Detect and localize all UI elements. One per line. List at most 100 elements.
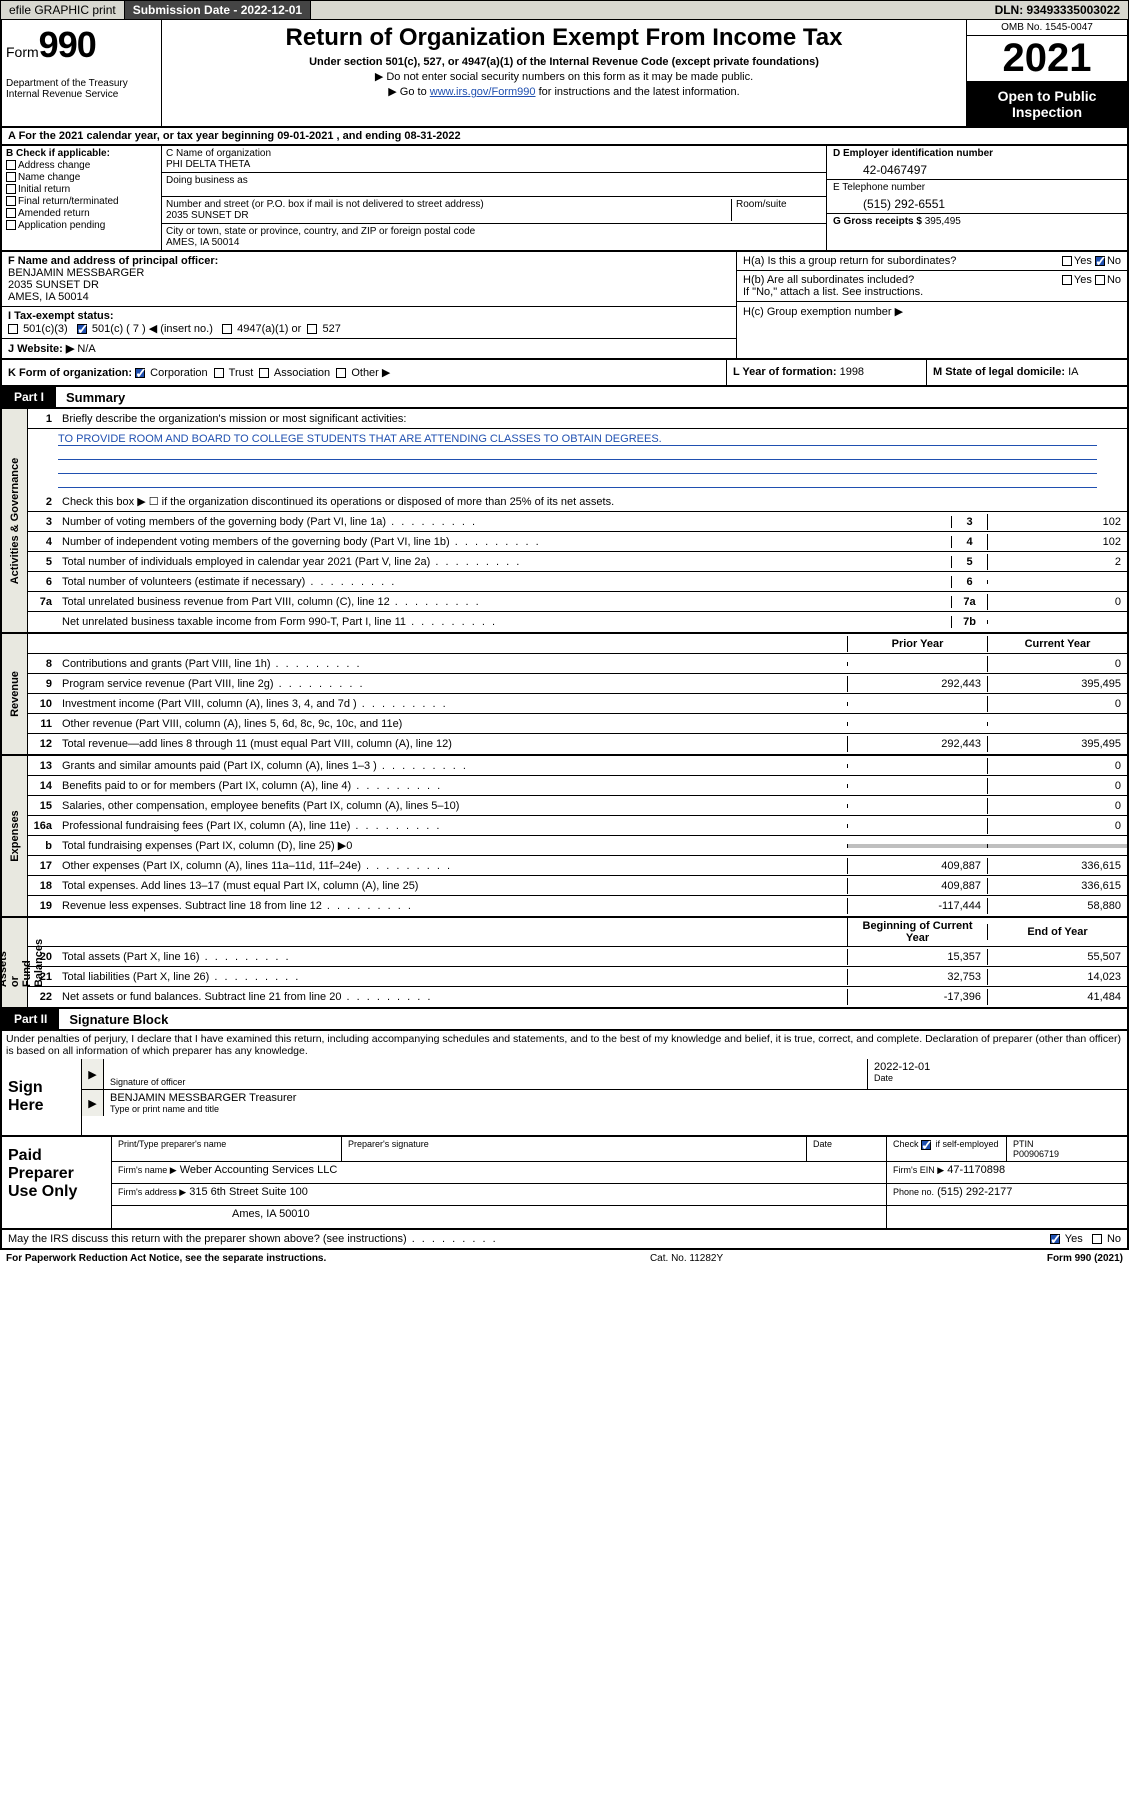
d-ein-label: D Employer identification number xyxy=(833,148,1121,159)
part1-title: Summary xyxy=(56,390,125,405)
form-ref: Form 990 (2021) xyxy=(1047,1253,1123,1264)
j-website-value: N/A xyxy=(77,343,95,355)
part1-tag: Part I xyxy=(2,387,56,407)
side-revenue: Revenue xyxy=(2,634,28,754)
line14: Benefits paid to or for members (Part IX… xyxy=(58,778,847,794)
val-6 xyxy=(987,580,1127,584)
line19: Revenue less expenses. Subtract line 18 … xyxy=(58,898,847,914)
side-expenses: Expenses xyxy=(2,756,28,916)
cb-name-change[interactable]: Name change xyxy=(6,172,157,183)
cb-address-change[interactable]: Address change xyxy=(6,160,157,171)
form-header: Form990 Department of the Treasury Inter… xyxy=(0,20,1129,128)
discuss-text: May the IRS discuss this return with the… xyxy=(8,1233,498,1245)
h-a: H(a) Is this a group return for subordin… xyxy=(737,252,1127,271)
cb-527[interactable] xyxy=(307,324,317,334)
curr-year-hd: Current Year xyxy=(987,636,1127,652)
line16b: Total fundraising expenses (Part IX, col… xyxy=(58,837,847,854)
ha-no[interactable] xyxy=(1095,256,1105,266)
block-fhij: F Name and address of principal officer:… xyxy=(0,252,1129,360)
website-note: ▶ Go to www.irs.gov/Form990 for instruct… xyxy=(168,85,960,98)
cb-discuss-yes[interactable] xyxy=(1050,1234,1060,1244)
line16a: Professional fundraising fees (Part IX, … xyxy=(58,818,847,834)
col-d-right: D Employer identification number 42-0467… xyxy=(827,146,1127,250)
sig-date-label: Date xyxy=(874,1073,1121,1083)
row-a-tax-year: A For the 2021 calendar year, or tax yea… xyxy=(0,128,1129,146)
part1-activities: Activities & Governance 1Briefly describ… xyxy=(0,409,1129,634)
line12: Total revenue—add lines 8 through 11 (mu… xyxy=(58,736,847,752)
d-ein-value: 42-0467497 xyxy=(833,159,1121,177)
cb-4947[interactable] xyxy=(222,324,232,334)
efile-label[interactable]: efile GRAPHIC print xyxy=(1,1,125,19)
cb-corp[interactable] xyxy=(135,368,145,378)
cb-self-employed[interactable] xyxy=(921,1140,931,1150)
line20: Total assets (Part X, line 16) xyxy=(58,949,847,965)
line4-text: Number of independent voting members of … xyxy=(58,534,951,550)
f-officer: F Name and address of principal officer:… xyxy=(2,252,736,307)
cb-501c[interactable] xyxy=(77,324,87,334)
val-4: 102 xyxy=(987,534,1127,550)
firm-ein: Firm's EIN ▶ 47-1170898 xyxy=(887,1162,1127,1183)
c-room-label: Room/suite xyxy=(732,199,822,221)
sig-date: 2022-12-01 xyxy=(874,1061,1121,1073)
line3-text: Number of voting members of the governin… xyxy=(58,514,951,530)
hb-no[interactable] xyxy=(1095,275,1105,285)
cb-application-pending[interactable]: Application pending xyxy=(6,220,157,231)
cb-trust[interactable] xyxy=(214,368,224,378)
department-label: Department of the Treasury Internal Reve… xyxy=(6,78,157,100)
line7a-text: Total unrelated business revenue from Pa… xyxy=(58,594,951,610)
header-mid: Return of Organization Exempt From Incom… xyxy=(162,20,967,126)
side-activities: Activities & Governance xyxy=(2,409,28,632)
f-officer-name: BENJAMIN MESSBARGER xyxy=(8,267,144,279)
preparer-label: Paid Preparer Use Only xyxy=(2,1137,112,1228)
form-title: Return of Organization Exempt From Incom… xyxy=(168,24,960,52)
line9: Program service revenue (Part VIII, line… xyxy=(58,676,847,692)
form-subtitle: Under section 501(c), 527, or 4947(a)(1)… xyxy=(168,56,960,68)
cb-final-return[interactable]: Final return/terminated xyxy=(6,196,157,207)
c-city-label: City or town, state or province, country… xyxy=(166,226,822,237)
firm-name: Firm's name ▶ Weber Accounting Services … xyxy=(112,1162,887,1183)
form-number: 990 xyxy=(39,24,96,65)
c-name-label: C Name of organization xyxy=(166,148,822,159)
line10: Investment income (Part VIII, column (A)… xyxy=(58,696,847,712)
cb-other[interactable] xyxy=(336,368,346,378)
prep-check-hd: Check if self-employed xyxy=(887,1137,1007,1161)
line1-text: Briefly describe the organization's miss… xyxy=(58,411,1127,427)
cb-assoc[interactable] xyxy=(259,368,269,378)
arrow-icon: ▶ xyxy=(82,1059,104,1089)
ha-yes[interactable] xyxy=(1062,256,1072,266)
c-street-label: Number and street (or P.O. box if mail i… xyxy=(166,199,731,210)
e-phone-label: E Telephone number xyxy=(833,182,1121,193)
irs-link[interactable]: www.irs.gov/Form990 xyxy=(430,86,536,98)
line2-text: Check this box ▶ ☐ if the organization d… xyxy=(58,493,1127,510)
note2-post: for instructions and the latest informat… xyxy=(536,86,740,98)
line22: Net assets or fund balances. Subtract li… xyxy=(58,989,847,1005)
h-c: H(c) Group exemption number ▶ xyxy=(737,302,1127,321)
hb-yes[interactable] xyxy=(1062,275,1072,285)
eoy-hd: End of Year xyxy=(987,924,1127,940)
boy-hd: Beginning of Current Year xyxy=(847,918,987,946)
col-b-checkboxes: B Check if applicable: Address change Na… xyxy=(2,146,162,250)
prep-sig-hd: Preparer's signature xyxy=(342,1137,807,1161)
i-tax-status: I Tax-exempt status: 501(c)(3) 501(c) ( … xyxy=(2,307,736,339)
cb-initial-return[interactable]: Initial return xyxy=(6,184,157,195)
line18: Total expenses. Add lines 13–17 (must eq… xyxy=(58,878,847,894)
open-inspection: Open to Public Inspection xyxy=(967,82,1127,126)
cb-501c3[interactable] xyxy=(8,324,18,334)
omb-number: OMB No. 1545-0047 xyxy=(967,20,1127,36)
c-dba-label: Doing business as xyxy=(166,175,822,186)
sig-officer-label: Signature of officer xyxy=(110,1077,861,1087)
prep-date-hd: Date xyxy=(807,1137,887,1161)
mission-text: TO PROVIDE ROOM AND BOARD TO COLLEGE STU… xyxy=(58,433,1097,446)
sign-here-label: Sign Here xyxy=(2,1059,82,1135)
prep-name-hd: Print/Type preparer's name xyxy=(112,1137,342,1161)
cb-amended-return[interactable]: Amended return xyxy=(6,208,157,219)
val-5: 2 xyxy=(987,554,1127,570)
submission-date-btn[interactable]: Submission Date - 2022-12-01 xyxy=(125,1,311,19)
h-b: H(b) Are all subordinates included? Yes … xyxy=(737,271,1127,302)
c-org-name: PHI DELTA THETA xyxy=(166,159,822,170)
cb-discuss-no[interactable] xyxy=(1092,1234,1102,1244)
part2-tag: Part II xyxy=(2,1009,59,1029)
dln-label: DLN: 93493335003022 xyxy=(987,1,1128,19)
e-phone-value: (515) 292-6551 xyxy=(833,193,1121,211)
g-gross-label: G Gross receipts $ xyxy=(833,216,922,227)
